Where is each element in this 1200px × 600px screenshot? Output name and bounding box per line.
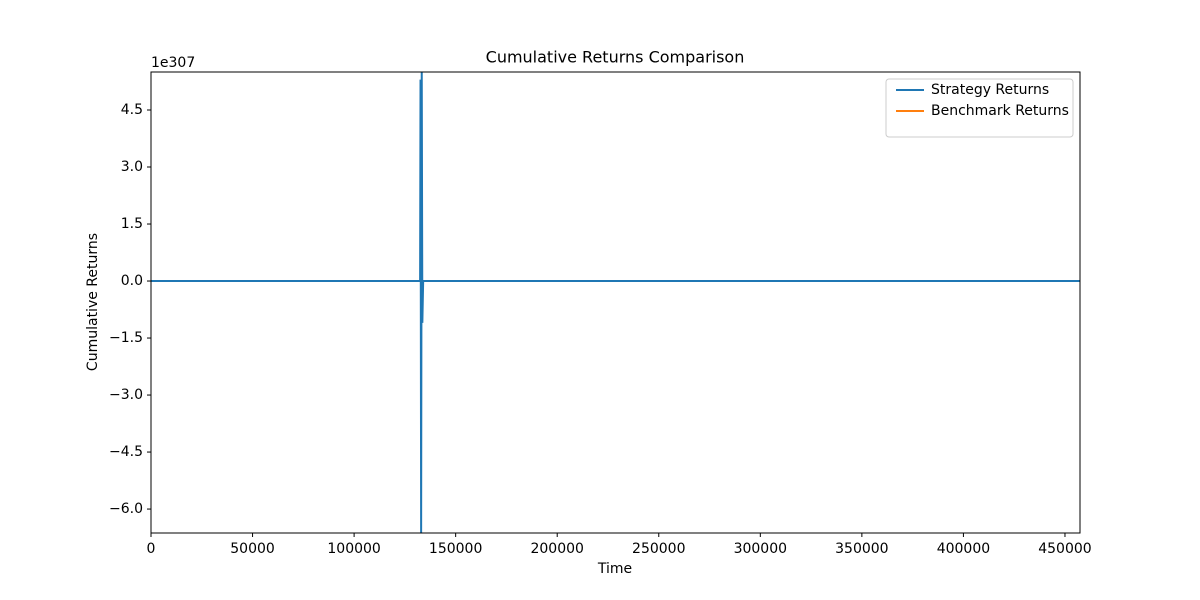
x-tick-label: 300000 bbox=[734, 541, 787, 557]
y-tick-label: 0.0 bbox=[121, 273, 143, 289]
y-tick-label: −3.0 bbox=[109, 387, 143, 403]
x-tick-label: 0 bbox=[147, 541, 156, 557]
y-tick-label: −1.5 bbox=[109, 330, 143, 346]
y-tick-label: 4.5 bbox=[121, 102, 143, 118]
legend-box bbox=[885, 78, 1074, 138]
y-tick-label: 1.5 bbox=[121, 216, 143, 232]
y-tick-label: −6.0 bbox=[109, 501, 143, 517]
y-axis-label: Cumulative Returns bbox=[85, 233, 101, 371]
x-tick-label: 350000 bbox=[835, 541, 888, 557]
y-tick-label: 3.0 bbox=[121, 159, 143, 175]
x-tick-label: 50000 bbox=[230, 541, 275, 557]
chart-title: Cumulative Returns Comparison bbox=[486, 48, 745, 67]
y-tick-label: −4.5 bbox=[109, 444, 143, 460]
x-tick-label: 250000 bbox=[632, 541, 685, 557]
axes-frame bbox=[150, 71, 1081, 534]
x-tick-label: 150000 bbox=[429, 541, 482, 557]
legend-label: Strategy Returns bbox=[931, 82, 1049, 98]
x-tick-label: 450000 bbox=[1038, 541, 1091, 557]
series-line bbox=[151, 72, 1080, 533]
x-tick-label: 200000 bbox=[530, 541, 583, 557]
x-tick-label: 100000 bbox=[327, 541, 380, 557]
y-offset-label: 1e307 bbox=[151, 55, 195, 71]
x-axis-label: Time bbox=[597, 561, 632, 577]
legend-label: Benchmark Returns bbox=[931, 103, 1069, 119]
plot-area bbox=[151, 72, 1080, 533]
x-tick-label: 400000 bbox=[937, 541, 990, 557]
